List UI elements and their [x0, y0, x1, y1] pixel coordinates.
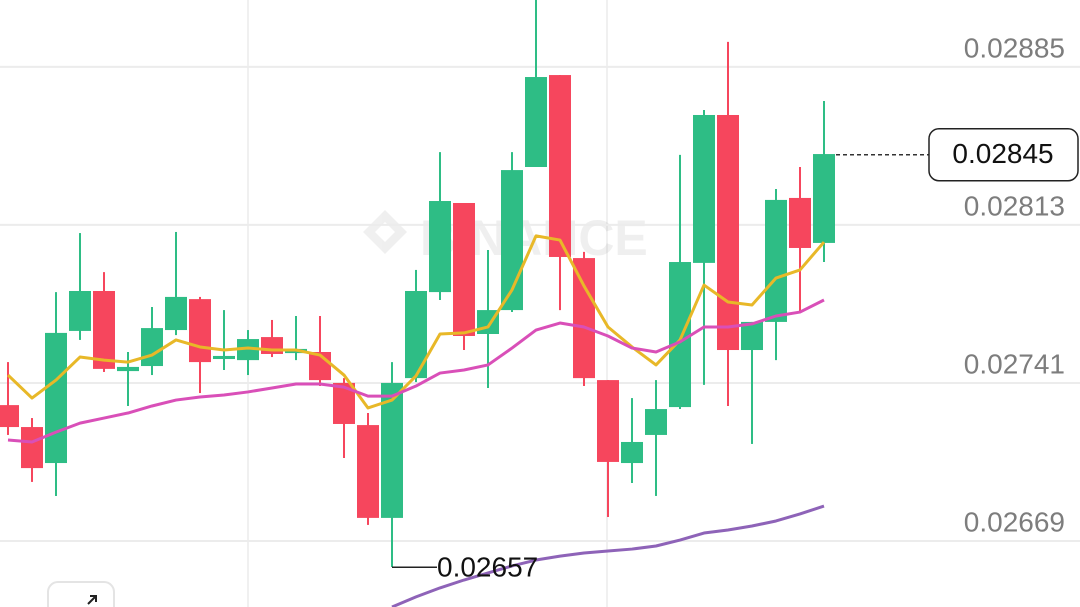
candle-body [405, 290, 427, 379]
candle-body [69, 290, 91, 331]
candle-body [669, 262, 691, 408]
moving-average-line [6, 234, 826, 410]
moving-average-line [391, 504, 825, 607]
tool-button[interactable] [47, 581, 115, 607]
candle-body [21, 427, 43, 469]
last-price-label: 0.02845 [952, 138, 1053, 169]
candle-body [765, 199, 787, 322]
candle-body [45, 332, 67, 464]
candle-body [525, 77, 547, 168]
moving-average-line [7, 298, 825, 444]
candle-body [357, 425, 379, 518]
candle-body [141, 328, 163, 367]
candle-body [597, 380, 619, 462]
last-price-box [928, 127, 1079, 182]
y-tick-label: 0.02813 [964, 190, 1065, 221]
candle-body [645, 409, 667, 435]
candle-body [213, 355, 235, 360]
candle-body [237, 339, 259, 361]
candle-body [381, 382, 403, 518]
y-tick-label: 0.02885 [964, 32, 1065, 63]
candle-body [117, 366, 139, 372]
candle-body [189, 299, 211, 363]
candle-body [693, 114, 715, 263]
candle-body [717, 114, 739, 351]
candle-body [813, 154, 835, 243]
candle-body [93, 290, 115, 369]
candle-body [789, 197, 811, 248]
candle-body [549, 75, 571, 257]
candle-body [741, 321, 763, 351]
y-tick-label: 0.02669 [964, 506, 1065, 537]
candle-body [429, 201, 451, 293]
low-label: 0.02657 [437, 552, 538, 583]
candle-body [165, 296, 187, 331]
tool-icon [87, 595, 97, 605]
y-tick-label: 0.02741 [964, 348, 1065, 379]
candle-body [333, 382, 355, 424]
candle-body [453, 202, 475, 336]
candle-body [573, 258, 595, 379]
candle-body [621, 441, 643, 464]
candle-body [0, 405, 19, 428]
